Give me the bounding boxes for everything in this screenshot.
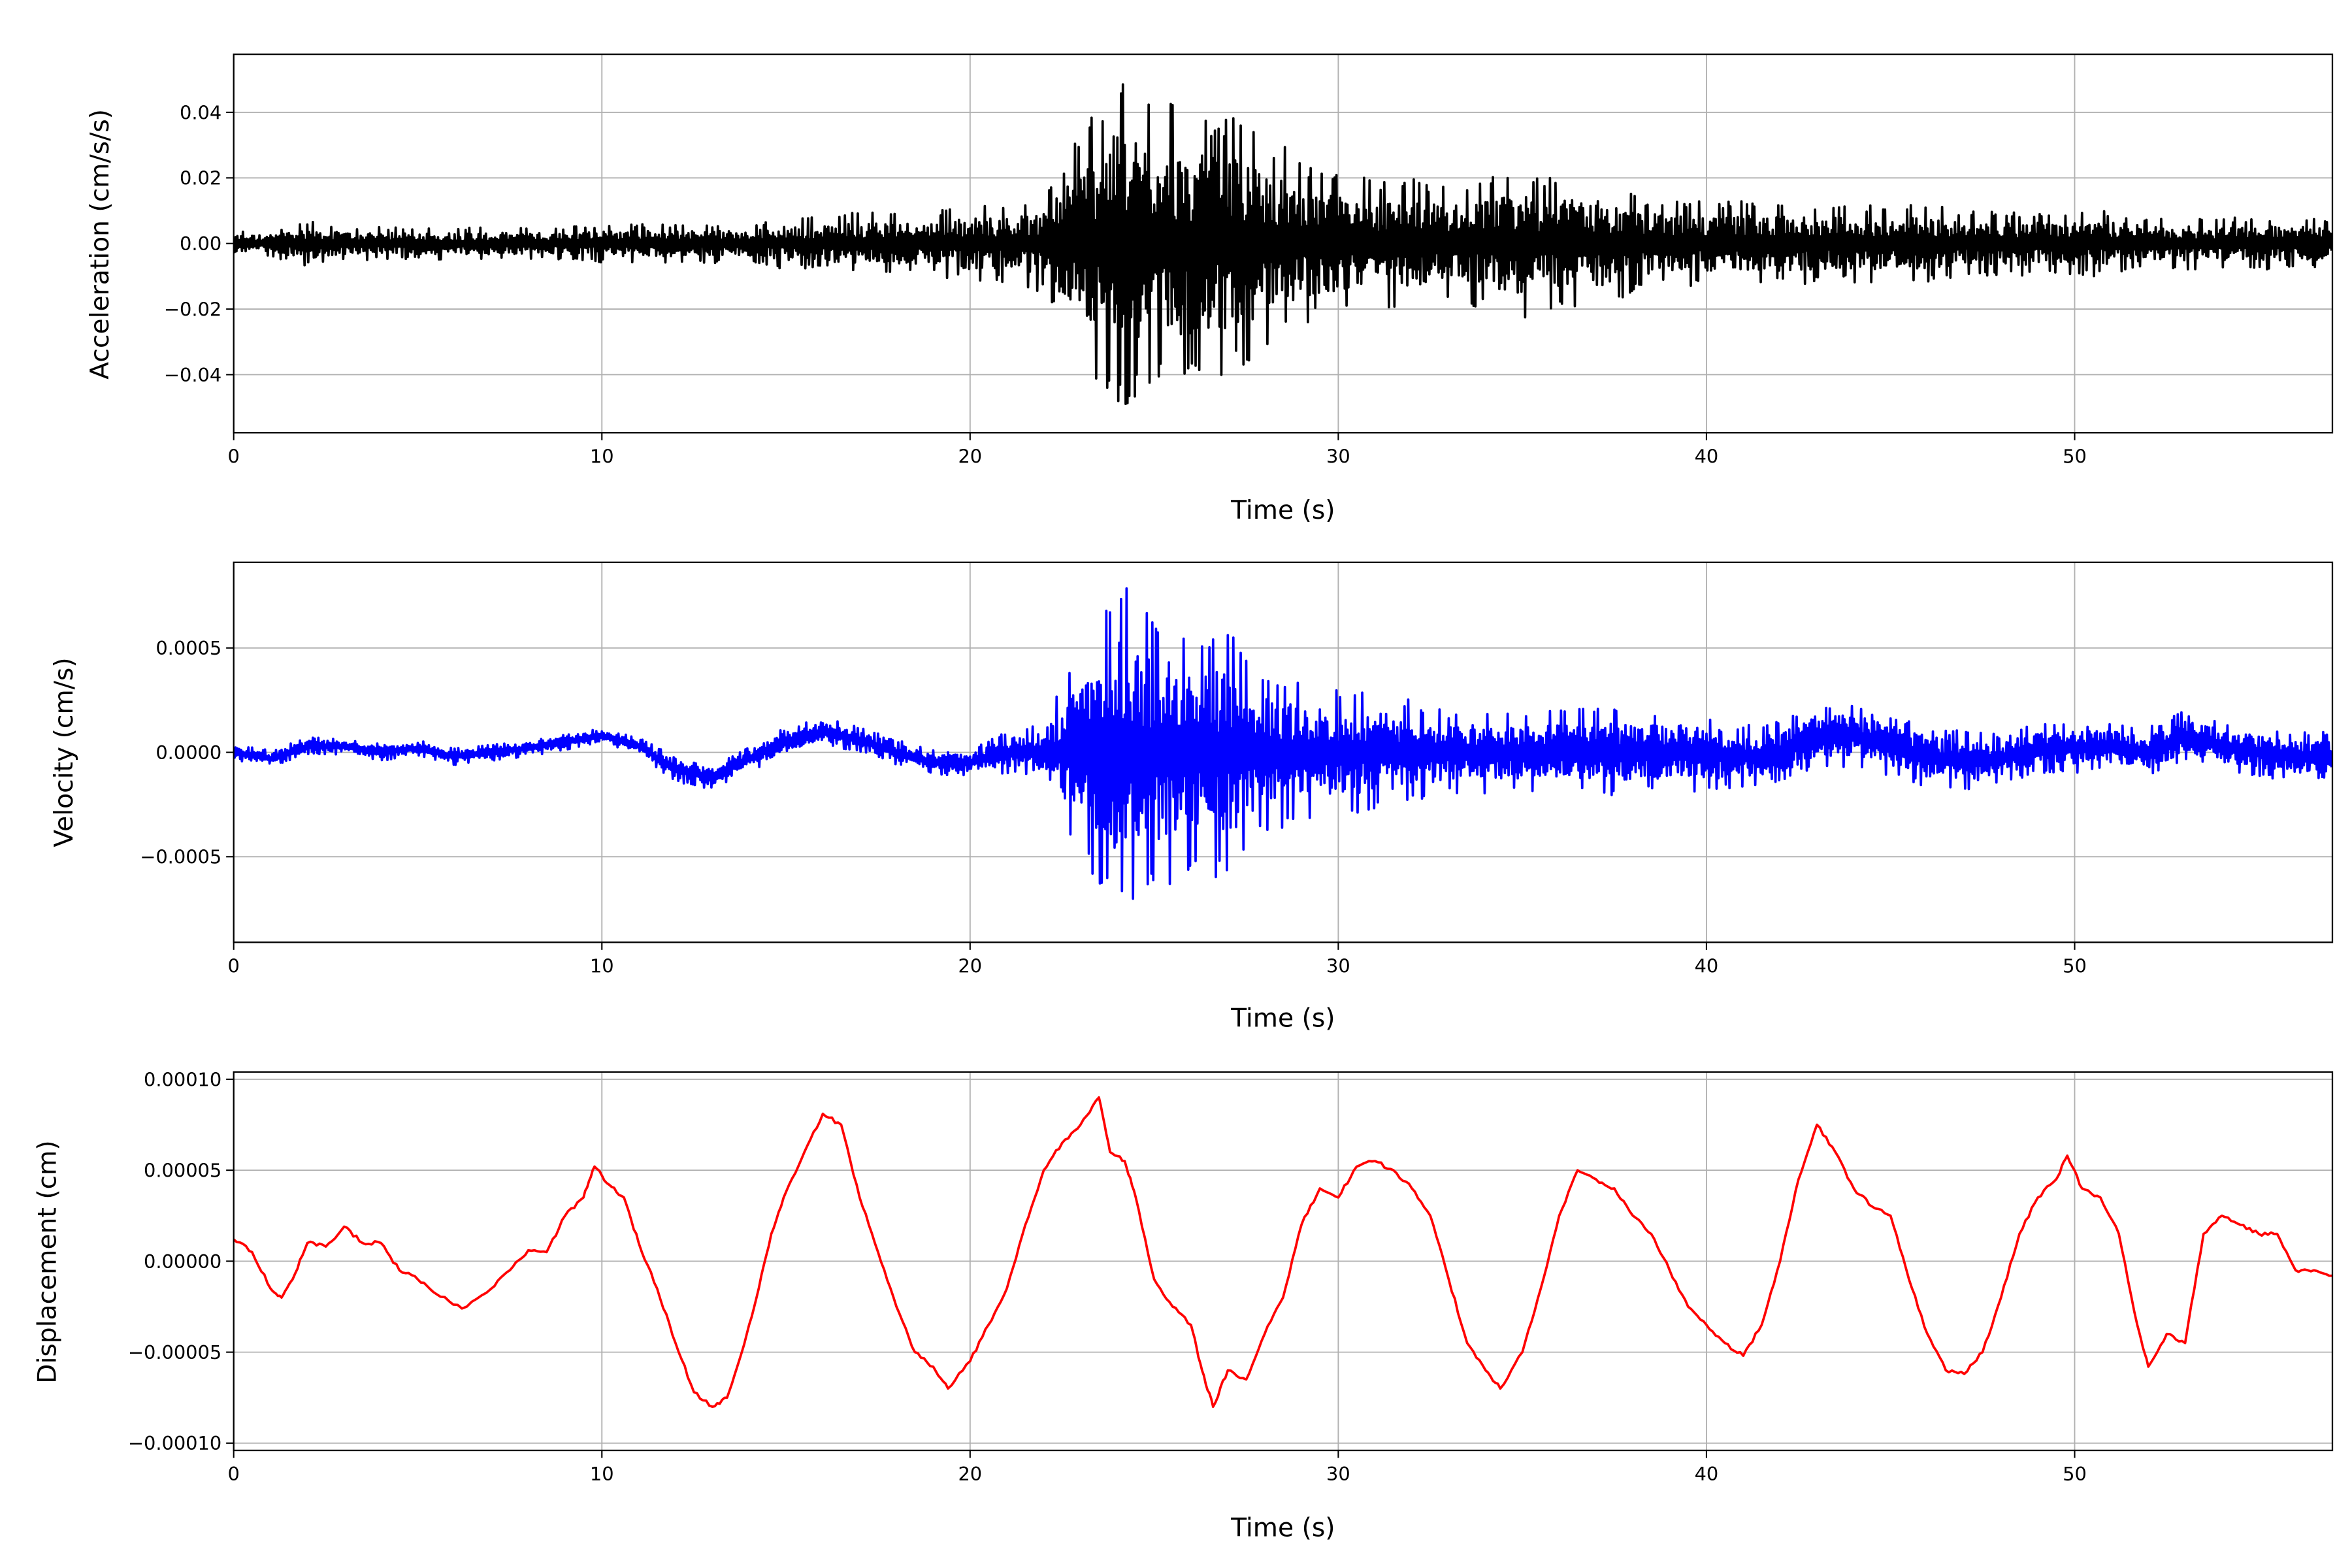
y-tick-label: 0.00005 <box>144 1160 221 1182</box>
x-tick-label: 50 <box>2063 1463 2087 1485</box>
displacement-y-label: Displacement (cm) <box>33 1140 62 1383</box>
y-tick-label: 0.00010 <box>144 1068 221 1090</box>
acceleration-y-label: Acceleration (cm/s/s) <box>86 109 115 380</box>
velocity-x-label: Time (s) <box>1230 1004 1335 1034</box>
displacement-series-line <box>233 1096 2332 1409</box>
y-tick-label: −0.00005 <box>128 1341 221 1364</box>
x-tick-label: 10 <box>590 445 614 467</box>
y-tick-label: 0.00 <box>180 233 221 255</box>
x-tick-label: 0 <box>228 445 240 467</box>
acceleration-axes-frame <box>233 53 2334 434</box>
x-tick-label: 0 <box>228 1463 240 1485</box>
displacement-panel: Displacement (cm) Time (s) 0 10 20 30 40 50 0.… <box>33 1068 2334 1543</box>
y-tick-label: 0.0005 <box>155 637 221 659</box>
displacement-x-label: Time (s) <box>1230 1514 1335 1543</box>
x-tick-label: 40 <box>1695 1463 1719 1485</box>
acceleration-panel: Acceleration (cm/s/s) Time (s) 0 10 20 30 40… <box>86 53 2334 525</box>
y-tick-label: 0.00000 <box>144 1250 221 1273</box>
x-tick-label: 50 <box>2063 955 2087 977</box>
x-tick-label: 30 <box>1326 445 1350 467</box>
x-tick-label: 10 <box>590 955 614 977</box>
x-tick-label: 20 <box>958 955 982 977</box>
velocity-panel: Velocity (cm/s) Time (s) 0 10 20 30 40 50 0.00… <box>50 561 2334 1034</box>
y-tick-label: −0.02 <box>164 298 221 320</box>
velocity-y-label: Velocity (cm/s) <box>50 657 79 847</box>
x-tick-label: 10 <box>590 1463 614 1485</box>
displacement-axes-frame <box>233 1071 2334 1452</box>
y-tick-label: 0.02 <box>180 167 221 189</box>
x-tick-label: 20 <box>958 1463 982 1485</box>
x-tick-label: 20 <box>958 445 982 467</box>
x-tick-label: 0 <box>228 955 240 977</box>
acceleration-series-line <box>233 83 2332 406</box>
velocity-axes-frame <box>233 561 2334 943</box>
y-tick-label: 0.0000 <box>155 742 221 764</box>
x-tick-label: 40 <box>1695 955 1719 977</box>
y-tick-label: 0.04 <box>180 101 221 123</box>
x-tick-label: 50 <box>2063 445 2087 467</box>
y-tick-label: −0.0005 <box>140 846 221 868</box>
x-tick-label: 30 <box>1326 1463 1350 1485</box>
acceleration-x-label: Time (s) <box>1230 496 1335 525</box>
x-tick-label: 40 <box>1695 445 1719 467</box>
y-tick-label: −0.00010 <box>128 1432 221 1454</box>
displacement-grid <box>233 1071 2332 1450</box>
x-tick-label: 30 <box>1326 955 1350 977</box>
velocity-series-line <box>233 587 2332 900</box>
y-tick-label: −0.04 <box>164 364 221 386</box>
